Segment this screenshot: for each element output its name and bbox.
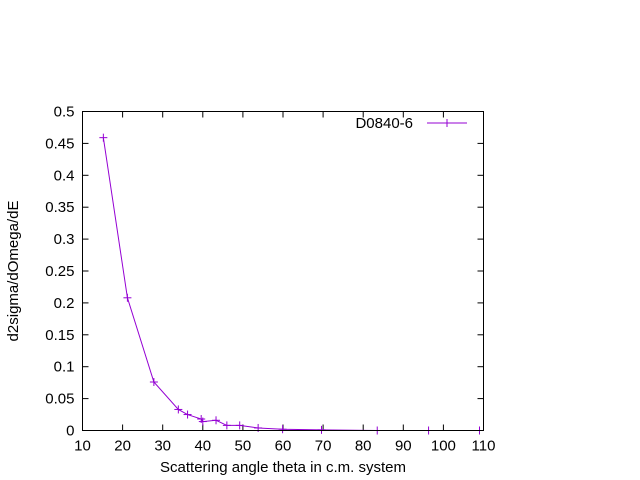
- x-tick-label: 20: [114, 438, 131, 455]
- tick-labels: 10 20 30 40 50 60 70 80 90 100 110 0 0.05 0.1 0.15 0.2 0…: [45, 104, 495, 455]
- data-point: [183, 410, 192, 419]
- data-point: [317, 425, 326, 434]
- x-tick-label: 90: [395, 438, 412, 455]
- data-point: [99, 133, 108, 142]
- legend-label: D0840-6: [355, 115, 413, 132]
- x-axis-label: Scattering angle theta in c.m. system: [160, 459, 406, 476]
- data-point: [222, 421, 231, 430]
- y-tick-label: 0.5: [54, 104, 75, 121]
- y-tick-label: 0.45: [45, 135, 74, 152]
- y-tick-label: 0.3: [54, 231, 75, 248]
- y-tick-label: 0.4: [54, 167, 75, 184]
- y-axis-label: d2sigma/dOmega/dE: [5, 201, 22, 342]
- x-tick-label: 80: [355, 438, 372, 455]
- y-tick-label: 0.35: [45, 199, 74, 216]
- data-point: [198, 417, 207, 426]
- x-tick-label: 60: [275, 438, 292, 455]
- x-tick-label: 30: [154, 438, 171, 455]
- data-point: [174, 405, 183, 414]
- y-tick-label: 0.25: [45, 263, 74, 280]
- y-tick-label: 0: [66, 423, 74, 440]
- x-tick-label: 70: [315, 438, 332, 455]
- y-tick-label: 0.05: [45, 391, 74, 408]
- data-point: [212, 416, 221, 425]
- data-point: [123, 293, 132, 302]
- plot-frame: [82, 111, 484, 431]
- data-point: [235, 421, 244, 430]
- x-tick-label: 110: [472, 438, 496, 455]
- x-tick-label: 10: [74, 438, 91, 455]
- legend: D0840-6: [355, 115, 467, 132]
- x-tick-label: 50: [235, 438, 252, 455]
- data-point: [149, 378, 158, 387]
- y-tick-label: 0.15: [45, 327, 74, 344]
- data-point: [278, 425, 287, 434]
- x-tick-label: 40: [194, 438, 211, 455]
- x-tick-label: 100: [431, 438, 456, 455]
- y-tick-label: 0.2: [54, 295, 75, 312]
- y-tick-label: 0.1: [54, 359, 75, 376]
